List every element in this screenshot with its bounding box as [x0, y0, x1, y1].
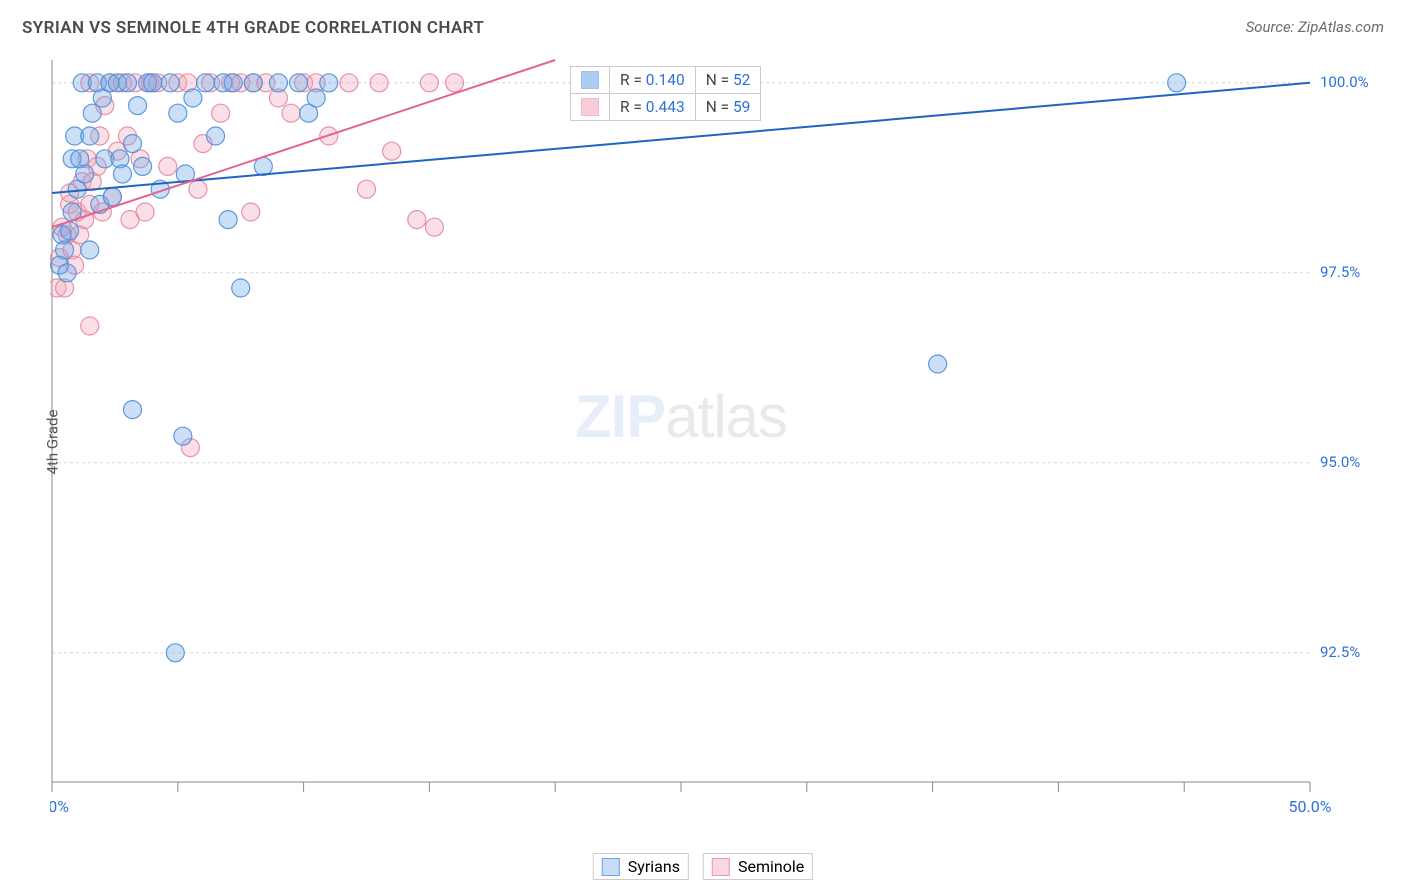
source-label: Source: ZipAtlas.com — [1246, 18, 1384, 36]
scatter-point — [290, 74, 308, 92]
scatter-point — [166, 644, 184, 662]
scatter-point — [103, 188, 121, 206]
scatter-point — [58, 264, 76, 282]
legend-label: Syrians — [628, 857, 680, 876]
legend-item: Syrians — [593, 853, 689, 880]
scatter-point — [174, 427, 192, 445]
scatter-point — [83, 104, 101, 122]
scatter-point — [232, 279, 250, 297]
scatter-point — [446, 74, 464, 92]
legend-item: Seminole — [703, 853, 813, 880]
scatter-point — [161, 74, 179, 92]
scatter-point — [383, 142, 401, 160]
legend-label: Seminole — [738, 857, 804, 876]
scatter-point — [118, 74, 136, 92]
scatter-plot: 92.5% 95.0% 97.5% 100.0% 0.0% 50.0% ZIPatlas — [50, 52, 1386, 832]
scatter-point — [219, 211, 237, 229]
scatter-point — [282, 104, 300, 122]
scatter-point — [242, 203, 260, 221]
scatter-point — [196, 74, 214, 92]
scatter-point — [212, 104, 230, 122]
legend-row: R = 0.443N = 59 — [570, 93, 761, 121]
scatter-point — [269, 74, 287, 92]
scatter-point — [307, 89, 325, 107]
legend-swatch — [602, 858, 620, 876]
y-tick-label: 95.0% — [1320, 453, 1360, 471]
r-value: 0.443 — [646, 98, 685, 116]
scatter-point — [358, 180, 376, 198]
scatter-point — [370, 74, 388, 92]
y-tick-label: 97.5% — [1320, 263, 1360, 281]
scatter-point — [129, 97, 147, 115]
scatter-point — [169, 104, 187, 122]
watermark: ZIPatlas — [575, 383, 787, 450]
scatter-point — [159, 157, 177, 175]
scatter-point — [124, 135, 142, 153]
scatter-point — [224, 74, 242, 92]
scatter-point — [420, 74, 438, 92]
scatter-point — [113, 165, 131, 183]
scatter-point — [207, 127, 225, 145]
scatter-point — [81, 317, 99, 335]
scatter-point — [929, 355, 947, 373]
scatter-point — [76, 165, 94, 183]
n-value: 59 — [733, 98, 750, 116]
y-tick-label: 100.0% — [1320, 73, 1369, 91]
scatter-point — [61, 222, 79, 240]
scatter-point — [1168, 74, 1186, 92]
series-legend: Syrians Seminole — [593, 853, 813, 880]
correlation-legend: R = 0.140N = 52R = 0.443N = 59 — [570, 66, 761, 121]
y-tick-label: 92.5% — [1320, 643, 1360, 661]
y-axis-label: 4th Grade — [43, 410, 61, 475]
scatter-point — [244, 74, 262, 92]
scatter-point — [144, 74, 162, 92]
scatter-point — [134, 157, 152, 175]
n-value: 52 — [733, 71, 750, 89]
r-value: 0.140 — [646, 71, 685, 89]
chart-title: SYRIAN VS SEMINOLE 4TH GRADE CORRELATION… — [22, 18, 484, 38]
scatter-point — [56, 241, 74, 259]
plot-area: 4th Grade 92.5%95.0%97.5%100.0%0.0%50.0%… — [50, 52, 1386, 832]
scatter-point — [320, 74, 338, 92]
scatter-point — [340, 74, 358, 92]
scatter-point — [189, 180, 207, 198]
scatter-point — [136, 203, 154, 221]
legend-swatch — [581, 71, 599, 89]
scatter-point — [124, 401, 142, 419]
x-tick-label: 50.0% — [1289, 797, 1332, 816]
x-tick-label: 0.0% — [50, 797, 69, 816]
scatter-point — [184, 89, 202, 107]
legend-swatch — [712, 858, 730, 876]
legend-row: R = 0.140N = 52 — [570, 66, 761, 94]
legend-swatch — [581, 98, 599, 116]
scatter-point — [408, 211, 426, 229]
scatter-point — [425, 218, 443, 236]
scatter-point — [81, 127, 99, 145]
scatter-point — [81, 241, 99, 259]
